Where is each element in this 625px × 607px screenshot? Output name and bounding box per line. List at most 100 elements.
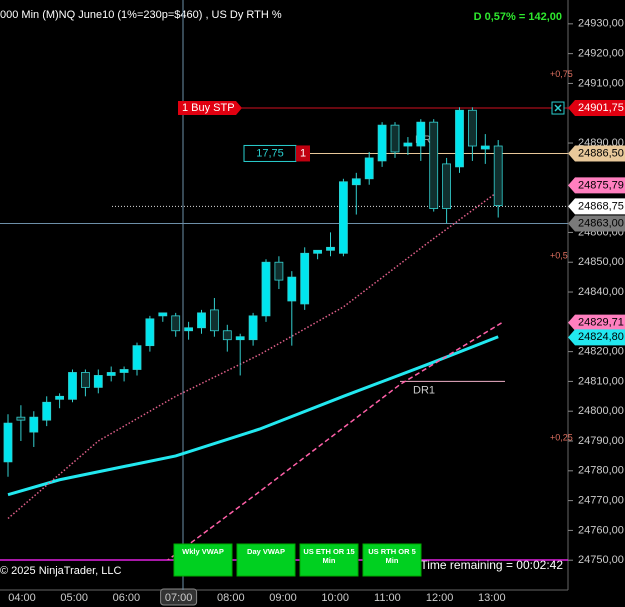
y-tick-label: 24800,00 [578,405,624,417]
copyright: © 2025 NinjaTrader, LLC [0,565,121,577]
x-tick-label: 06:00 [113,592,141,604]
candle-body [313,249,323,254]
time-highlight [160,588,198,606]
pct-label: +0,25 [550,432,573,442]
indicator-line [7,335,499,497]
y-tick-label: 24790,00 [578,435,624,447]
indicator-line [166,321,504,560]
price-label: 24886,50 [578,147,624,159]
button[interactable] [173,543,233,577]
x-tick-label: 12:00 [426,592,454,604]
candle-body [300,252,310,305]
button[interactable] [362,543,422,577]
price-label: 24868,75 [578,200,624,212]
candle-body [390,124,400,153]
y-tick-label: 24760,00 [578,524,624,536]
candle-body [364,157,374,180]
price-label: 24901,75 [578,102,624,114]
candle-body [493,145,503,207]
candle-body [222,330,232,341]
candle-body [287,276,297,302]
time-remaining: Time remaining = 00:02:42 [420,558,563,572]
candle-body [209,309,219,332]
qty-box [296,145,310,162]
price-label-bg [568,215,625,232]
x-tick-label: 11:00 [374,592,401,604]
x-tick-label: 04:00 [8,592,36,604]
button-label[interactable]: Day VWAP [247,547,285,556]
button-label[interactable]: US RTH OR 5 Min [368,547,416,565]
candle-body [403,142,413,147]
candle-body [16,416,26,421]
price-label-bg [568,329,625,346]
candle-body [145,318,155,347]
button[interactable] [236,543,296,577]
candle-body [184,327,194,332]
pct-label: +0,5 [550,251,568,261]
y-tick-label: 24810,00 [578,375,624,387]
price-label: 24875,79 [578,179,624,191]
price-label: 24824,80 [578,331,624,343]
candle-body [455,109,464,168]
candle-body [338,181,348,254]
price-label-bg [568,177,625,194]
y-tick-label: 24850,00 [578,256,624,268]
candle-body [429,121,439,209]
chart-title: 000 Min (M)NQ June10 (1%=230p=$460) , US… [0,9,282,21]
price-label: 24863,00 [578,217,624,229]
candle-body [197,312,206,329]
price-label-bg [568,100,625,117]
x-tick-label: 07:00 [165,592,193,604]
candle-body [261,261,271,317]
price-label: 24829,71 [578,317,624,329]
button-label[interactable]: US ETH OR 15 Min [303,547,355,565]
candle-body [248,315,258,341]
button-label[interactable]: Wkly VWAP [182,547,224,556]
price-label-bg [568,198,625,215]
y-tick-label: 24840,00 [578,286,624,298]
candle-body [171,315,181,332]
candle-body [326,246,335,251]
pct-label: +0,75 [550,69,573,79]
button-label-box: US RTH OR 5 Min [368,547,416,565]
button-label-box: Wkly VWAP [182,547,224,556]
button-label-box: US ETH OR 15 Min [303,547,355,565]
candle-body [351,178,361,186]
candle-body [119,369,129,373]
zone-label: DR1 [413,384,435,396]
candle-body [480,145,490,150]
candle-body [442,163,452,209]
y-tick-label: 24930,00 [578,18,624,30]
y-tick-label: 24750,00 [578,554,624,566]
button-label-box: Day VWAP [247,547,285,556]
order-label: 1 Buy STP [182,102,235,114]
candle-body [106,372,116,376]
y-tick-label: 24920,00 [578,48,624,60]
indicator-line [7,187,504,520]
candle-body [274,261,284,281]
x-tick-label: 10:00 [321,592,349,604]
candle-body [93,375,103,388]
candle-body [42,401,52,421]
qty: 1 [300,147,306,159]
order-tag [178,101,242,116]
pnl: 17,75 [256,147,284,159]
y-tick-label: 24820,00 [578,346,624,358]
price-label-bg [568,145,625,162]
y-tick-label: 24780,00 [578,465,624,477]
candle-body [81,372,90,388]
candle-body [377,124,387,162]
x-tick-label: 09:00 [269,592,297,604]
price-label-bg [568,314,625,331]
candle-body [55,395,64,400]
candle-body [29,416,39,433]
candle-body [416,121,426,147]
stat: D 0,57% = 142,00 [474,11,562,23]
button[interactable] [299,543,359,577]
x-tick-label: 05:00 [60,592,88,604]
x-tick-label: 08:00 [217,592,245,604]
x-tick-label: 13:00 [478,592,506,604]
close-icon-x [554,104,562,112]
